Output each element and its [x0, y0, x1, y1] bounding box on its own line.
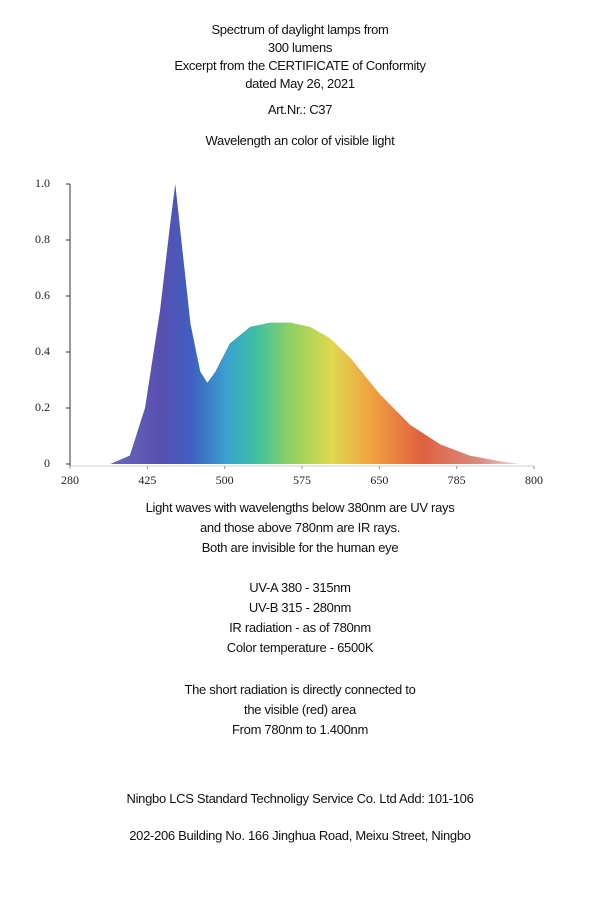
spectrum-area [110, 184, 520, 464]
y-tick-label: 0 [44, 456, 50, 470]
x-tick-label: 800 [525, 473, 543, 487]
header-line: Spectrum of daylight lamps from [211, 22, 389, 37]
header-line: dated May 26, 2021 [245, 76, 355, 91]
art-nr: Art.Nr.: C37 [267, 102, 333, 117]
y-tick-label: 0.2 [35, 400, 50, 414]
note-line: and those above 780nm are IR rays. [199, 520, 401, 535]
y-tick-label: 0.4 [35, 344, 50, 358]
footer-line: Ningbo LCS Standard Technoligy Service C… [126, 791, 474, 806]
note-line: Color temperature - 6500K [226, 640, 374, 655]
note-line: From 780nm to 1.400nm [231, 722, 369, 737]
note-line: The short radiation is directly connecte… [184, 682, 416, 697]
subtitle: Wavelength an color of visible light [205, 133, 395, 148]
header-line: 300 lumens [267, 40, 333, 55]
y-tick-label: 1.0 [35, 176, 50, 190]
note-line: UV-A 380 - 315nm [249, 580, 351, 595]
note-line: Light waves with wavelengths below 380nm… [145, 500, 455, 515]
x-tick-label: 500 [216, 473, 234, 487]
x-tick-label: 650 [370, 473, 388, 487]
y-tick-label: 0.8 [35, 232, 50, 246]
footer-line: 202-206 Building No. 166 Jinghua Road, M… [129, 828, 471, 843]
x-tick-label: 575 [293, 473, 311, 487]
x-tick-label: 280 [61, 473, 79, 487]
x-tick-label: 425 [138, 473, 156, 487]
y-tick-label: 0.6 [35, 288, 50, 302]
note-line: IR radiation - as of 780nm [229, 620, 371, 635]
x-tick-label: 785 [448, 473, 466, 487]
header-line: Excerpt from the CERTIFICATE of Conformi… [174, 58, 426, 73]
note-line: UV-B 315 - 280nm [248, 600, 352, 615]
note-line: Both are invisible for the human eye [201, 540, 399, 555]
note-line: the visible (red) area [244, 702, 356, 717]
chart: 0 0.2 0.4 0.6 0.8 1.0 280 425 500 575 650 785 800 [35, 176, 543, 487]
